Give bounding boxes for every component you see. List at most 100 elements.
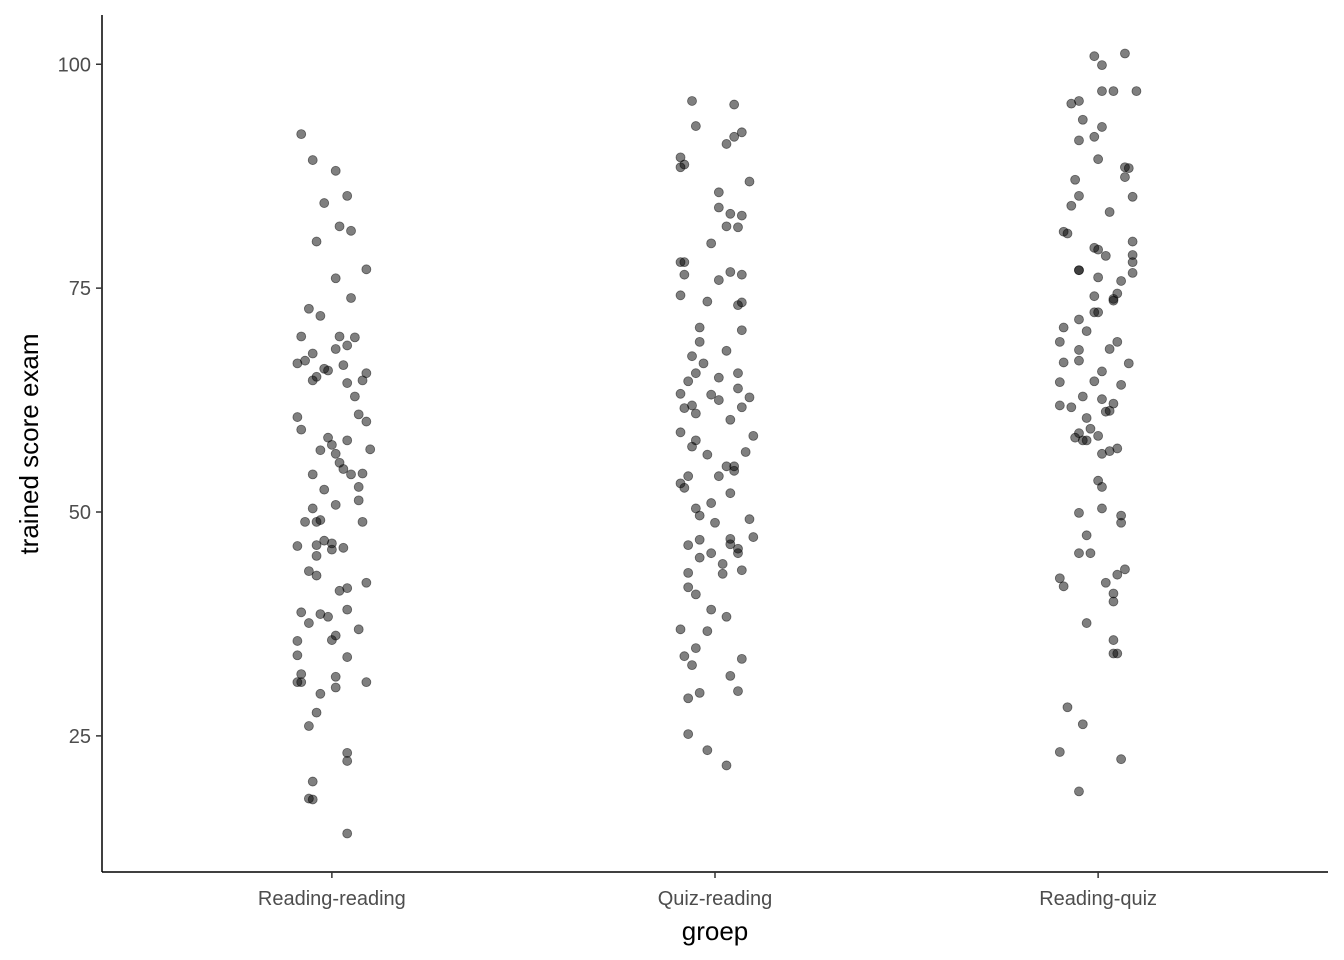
y-tick-label: 25	[69, 726, 91, 748]
point	[1074, 786, 1084, 797]
point	[307, 503, 318, 514]
point	[1054, 400, 1065, 411]
point	[717, 559, 728, 569]
point	[725, 267, 736, 277]
point	[342, 340, 353, 351]
point	[1127, 268, 1138, 278]
point	[1116, 517, 1127, 528]
point	[330, 165, 341, 176]
point	[1070, 174, 1081, 185]
point	[1108, 635, 1119, 645]
point	[1104, 207, 1115, 217]
point	[713, 187, 724, 198]
point	[307, 469, 318, 480]
point	[683, 582, 694, 593]
point	[736, 402, 747, 413]
point	[365, 444, 376, 455]
point	[346, 469, 356, 480]
point	[694, 322, 705, 333]
point	[1081, 413, 1092, 423]
point	[1074, 345, 1084, 355]
point	[1116, 379, 1127, 390]
point	[1108, 295, 1119, 306]
point	[683, 693, 694, 704]
point	[334, 585, 345, 596]
point	[1058, 581, 1069, 592]
point	[713, 202, 724, 213]
point	[303, 566, 314, 577]
point	[721, 221, 732, 232]
point	[679, 403, 690, 414]
point	[307, 348, 318, 359]
point	[1093, 272, 1104, 283]
x-axis-title: groep	[682, 916, 749, 946]
point	[1054, 573, 1065, 584]
point	[1066, 200, 1077, 211]
point	[733, 548, 743, 559]
y-axis-title: trained score exam	[14, 333, 44, 554]
point	[736, 210, 747, 221]
point	[702, 449, 713, 460]
point	[1089, 376, 1100, 387]
point	[342, 747, 353, 758]
point	[733, 686, 743, 697]
point	[675, 427, 686, 438]
point	[1112, 569, 1123, 580]
point	[690, 368, 701, 379]
point	[361, 677, 372, 688]
point	[687, 351, 697, 362]
point	[721, 611, 732, 622]
point	[342, 378, 353, 388]
point	[311, 236, 322, 247]
point	[1120, 48, 1130, 59]
point	[1108, 596, 1119, 607]
point	[1097, 448, 1107, 459]
point	[1074, 508, 1084, 518]
point	[330, 682, 341, 693]
point	[713, 372, 724, 383]
x-tick-label: Reading-quiz	[1039, 888, 1157, 910]
point	[1062, 702, 1073, 713]
point	[733, 383, 743, 394]
point	[330, 448, 341, 459]
point	[702, 745, 713, 756]
point	[675, 388, 686, 399]
point	[1097, 503, 1107, 514]
point	[292, 412, 303, 422]
point	[1097, 60, 1107, 71]
point	[361, 416, 372, 427]
point	[1066, 98, 1077, 109]
point	[307, 776, 318, 787]
point	[342, 652, 353, 662]
point	[729, 131, 740, 142]
point	[303, 618, 314, 628]
point	[357, 375, 368, 386]
point	[315, 688, 326, 699]
x-tick-label: Quiz-reading	[658, 888, 773, 910]
point	[675, 290, 686, 301]
point	[1081, 618, 1092, 628]
point	[307, 375, 318, 386]
point	[1074, 190, 1084, 201]
point	[690, 589, 701, 600]
point	[736, 565, 747, 576]
point	[1097, 482, 1107, 492]
point	[1074, 355, 1084, 366]
point	[1062, 228, 1073, 239]
point	[736, 653, 747, 664]
point	[342, 828, 353, 839]
y-tick-label: 50	[69, 502, 91, 524]
point	[694, 687, 705, 698]
point	[690, 643, 701, 654]
point	[683, 540, 694, 551]
point	[315, 310, 326, 321]
point	[342, 604, 353, 615]
point	[1097, 86, 1107, 97]
point	[675, 162, 686, 173]
point	[296, 677, 307, 688]
point	[292, 636, 303, 646]
point	[687, 660, 697, 671]
point	[744, 392, 755, 403]
point	[725, 208, 736, 219]
point	[1097, 122, 1107, 132]
